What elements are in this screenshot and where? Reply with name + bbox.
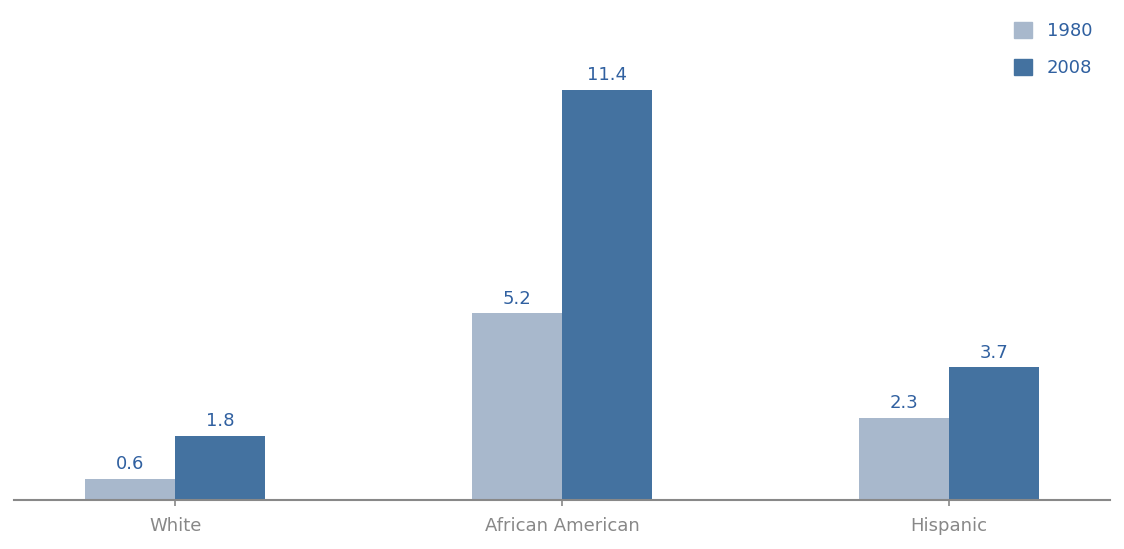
Text: 3.7: 3.7 — [980, 344, 1008, 362]
Bar — [562, 89, 652, 501]
Bar — [175, 435, 265, 501]
Legend: 1980, 2008: 1980, 2008 — [1005, 13, 1102, 86]
Bar — [472, 313, 562, 501]
Text: 5.2: 5.2 — [502, 290, 532, 307]
Text: 1.8: 1.8 — [206, 412, 235, 430]
Text: 11.4: 11.4 — [587, 66, 627, 84]
Bar — [859, 418, 949, 501]
Bar — [84, 479, 175, 501]
Text: 0.6: 0.6 — [116, 456, 144, 473]
Text: 2.3: 2.3 — [889, 394, 918, 412]
Bar — [949, 367, 1040, 501]
